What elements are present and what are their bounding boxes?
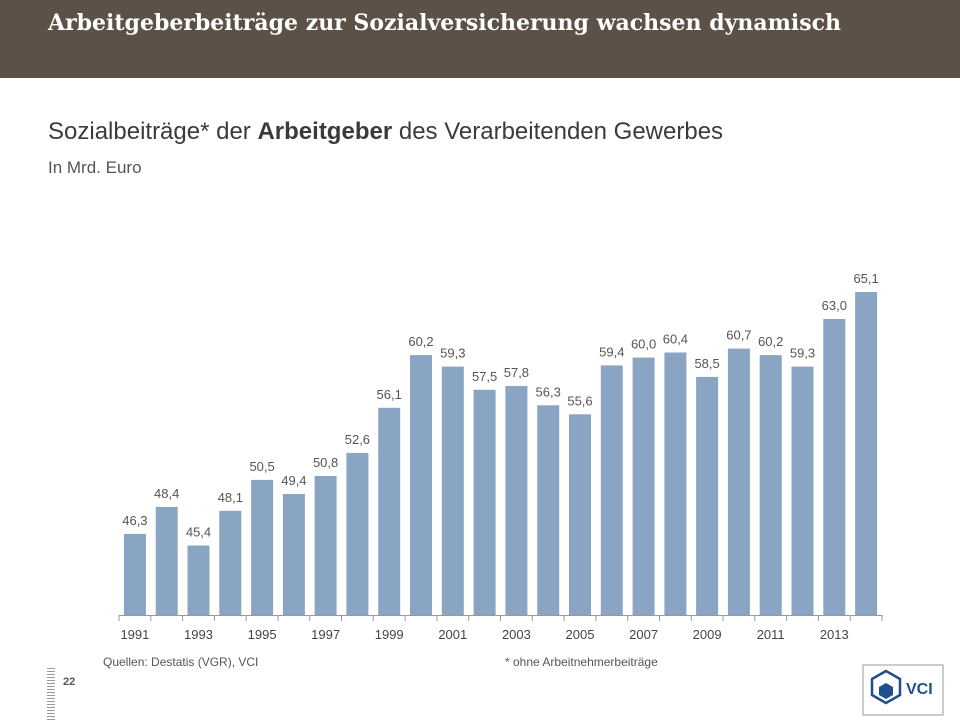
data-label-2005: 55,6 — [567, 393, 592, 408]
bar-2002 — [473, 389, 496, 615]
bar-1991 — [123, 533, 146, 615]
bar-2009 — [696, 376, 719, 615]
data-label-2006: 59,4 — [599, 344, 624, 359]
data-label-2012: 59,3 — [790, 346, 815, 361]
x-tick-label-2005: 2005 — [566, 627, 595, 642]
bar-2003 — [505, 386, 528, 615]
data-label-2001: 59,3 — [440, 346, 465, 361]
data-label-1995: 50,5 — [249, 459, 274, 474]
bar-2011 — [759, 355, 782, 615]
data-label-2011: 60,2 — [758, 334, 783, 349]
data-label-2002: 57,5 — [472, 369, 497, 384]
data-label-2009: 58,5 — [694, 356, 719, 371]
bar-1994 — [219, 510, 242, 615]
bar-2001 — [441, 366, 464, 615]
bar-2006 — [600, 365, 623, 615]
bar-1992 — [155, 506, 178, 615]
data-label-1994: 48,1 — [218, 490, 243, 505]
data-label-1992: 48,4 — [154, 486, 179, 501]
logo-text: VCI — [906, 681, 933, 698]
bar-2004 — [537, 405, 560, 615]
x-tick-label-2011: 2011 — [757, 627, 785, 642]
data-label-2008: 60,4 — [663, 332, 688, 347]
x-tick-label-1995: 1995 — [248, 627, 277, 642]
data-label-1996: 49,4 — [281, 473, 306, 488]
header-bar: Arbeitgeberbeiträge zur Sozialversicheru… — [0, 0, 960, 78]
bar-2012 — [791, 366, 814, 615]
data-label-2014: 65,1 — [853, 271, 878, 286]
x-tick-label-1999: 1999 — [375, 627, 404, 642]
data-label-1999: 56,1 — [377, 387, 402, 402]
data-label-2010: 60,7 — [726, 328, 751, 343]
data-label-2004: 56,3 — [536, 384, 561, 399]
chart-title-bold: Arbeitgeber — [257, 118, 393, 145]
bar-2013 — [823, 319, 846, 615]
x-tick-label-2003: 2003 — [502, 627, 531, 642]
x-tick-label-2009: 2009 — [693, 627, 722, 642]
chart-title: Sozialbeiträge* der Arbeitgeber des Vera… — [48, 118, 723, 146]
vci-logo: VCI — [862, 664, 944, 716]
bar-1995 — [251, 479, 274, 615]
data-label-2013: 63,0 — [822, 298, 847, 313]
bar-1999 — [378, 407, 401, 615]
slide-title: Arbeitgeberbeiträge zur Sozialversicheru… — [48, 10, 842, 36]
data-label-2000: 60,2 — [408, 334, 433, 349]
bar-1996 — [282, 494, 305, 615]
x-tick-label-2001: 2001 — [438, 627, 467, 642]
data-label-1993: 45,4 — [186, 525, 211, 540]
bar-2014 — [855, 292, 878, 615]
data-label-1997: 50,8 — [313, 455, 338, 470]
bar-1993 — [187, 545, 210, 615]
bar-1998 — [346, 452, 369, 615]
chart-title-pre: Sozialbeiträge* der — [48, 118, 258, 145]
chart-title-post: des Verarbeitenden Gewerbes — [392, 118, 724, 145]
bar-2008 — [664, 352, 687, 615]
x-tick-label-1991: 1991 — [120, 627, 149, 642]
page-number: 22 — [63, 676, 76, 688]
bar-2007 — [632, 357, 655, 615]
x-tick-label-2007: 2007 — [629, 627, 658, 642]
bar-2010 — [727, 348, 750, 615]
footnote-text: * ohne Arbeitnehmerbeiträge — [505, 655, 658, 669]
x-tick-label-1993: 1993 — [184, 627, 213, 642]
data-label-1991: 46,3 — [122, 513, 147, 528]
sources-text: Quellen: Destatis (VGR), VCI — [103, 655, 259, 669]
chart-subtitle: In Mrd. Euro — [48, 158, 142, 177]
x-tick-label-2013: 2013 — [820, 627, 849, 642]
data-label-2007: 60,0 — [631, 337, 656, 352]
bar-2000 — [410, 355, 432, 615]
data-label-2003: 57,8 — [504, 365, 529, 380]
data-label-1998: 52,6 — [345, 432, 370, 447]
page-marker — [47, 668, 55, 720]
bar-2005 — [569, 414, 591, 615]
bar-1997 — [314, 476, 337, 615]
x-tick-label-1997: 1997 — [311, 627, 340, 642]
